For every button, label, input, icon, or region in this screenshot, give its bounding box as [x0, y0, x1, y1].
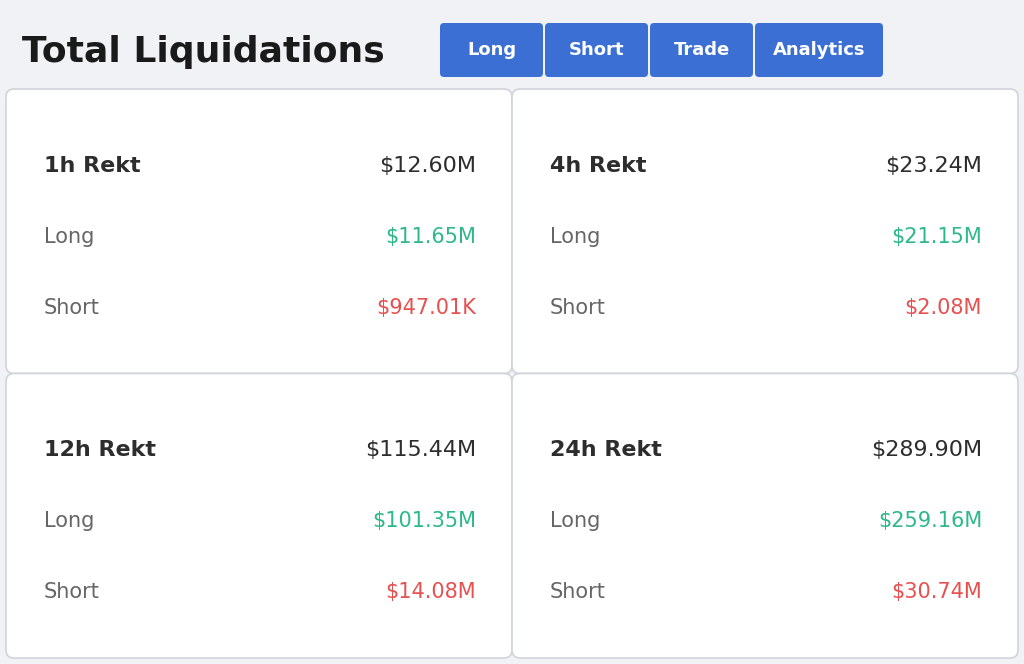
Text: $2.08M: $2.08M	[904, 297, 982, 317]
Text: $30.74M: $30.74M	[891, 582, 982, 602]
Text: Short: Short	[44, 582, 100, 602]
FancyBboxPatch shape	[650, 23, 753, 77]
Text: $259.16M: $259.16M	[878, 511, 982, 531]
FancyBboxPatch shape	[545, 23, 648, 77]
Text: 24h Rekt: 24h Rekt	[550, 440, 662, 460]
FancyBboxPatch shape	[512, 373, 1018, 658]
Text: $115.44M: $115.44M	[365, 440, 476, 460]
Text: $12.60M: $12.60M	[379, 156, 476, 176]
Text: Long: Long	[550, 226, 600, 247]
Text: $101.35M: $101.35M	[372, 511, 476, 531]
Text: 4h Rekt: 4h Rekt	[550, 156, 646, 176]
Text: Long: Long	[44, 511, 94, 531]
Text: Short: Short	[550, 582, 606, 602]
Text: Long: Long	[550, 511, 600, 531]
Text: $23.24M: $23.24M	[885, 156, 982, 176]
Text: $289.90M: $289.90M	[870, 440, 982, 460]
FancyBboxPatch shape	[6, 89, 512, 373]
Text: Short: Short	[568, 41, 625, 59]
Text: Analytics: Analytics	[773, 41, 865, 59]
Text: Long: Long	[467, 41, 516, 59]
Text: $21.15M: $21.15M	[891, 226, 982, 247]
Text: 12h Rekt: 12h Rekt	[44, 440, 156, 460]
FancyBboxPatch shape	[512, 89, 1018, 373]
Text: Trade: Trade	[674, 41, 730, 59]
Text: Short: Short	[550, 297, 606, 317]
Text: Short: Short	[44, 297, 100, 317]
Text: 1h Rekt: 1h Rekt	[44, 156, 140, 176]
FancyBboxPatch shape	[755, 23, 883, 77]
Text: $947.01K: $947.01K	[376, 297, 476, 317]
Text: Total Liquidations: Total Liquidations	[22, 35, 385, 69]
Text: $14.08M: $14.08M	[385, 582, 476, 602]
Text: $11.65M: $11.65M	[385, 226, 476, 247]
Text: Long: Long	[44, 226, 94, 247]
FancyBboxPatch shape	[440, 23, 543, 77]
FancyBboxPatch shape	[6, 373, 512, 658]
